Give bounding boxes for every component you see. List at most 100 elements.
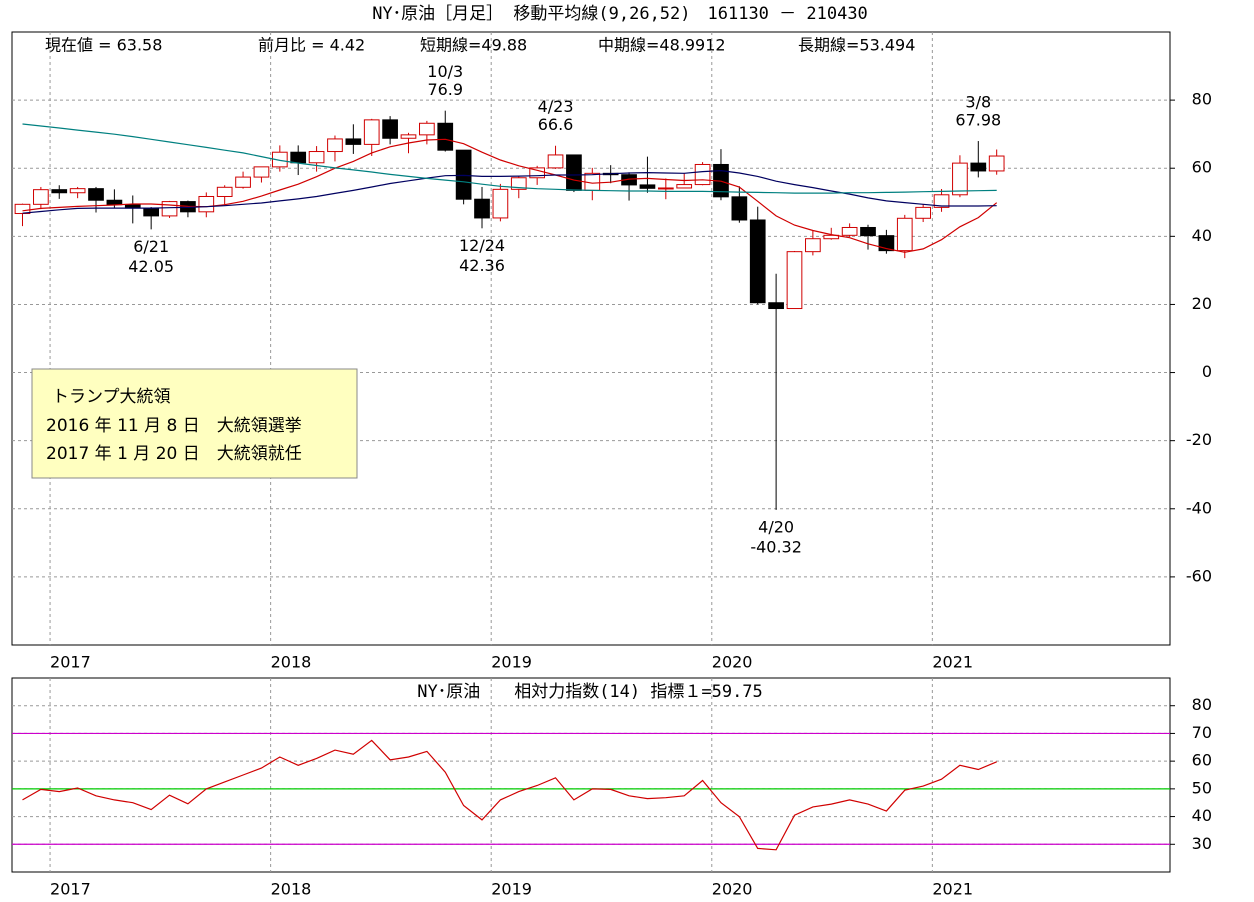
y-tick-label: 70 bbox=[1192, 723, 1212, 742]
annotation-date: 4/23 bbox=[538, 97, 574, 116]
series-line bbox=[22, 169, 997, 214]
candle-body bbox=[731, 196, 748, 221]
candle-body bbox=[308, 151, 325, 164]
y-tick-label: 80 bbox=[1192, 90, 1212, 109]
candle-body bbox=[363, 119, 380, 145]
candle-body bbox=[952, 162, 968, 196]
x-tick-label: 2021 bbox=[932, 880, 973, 899]
candle-body bbox=[639, 184, 656, 189]
x-tick-label: 2017 bbox=[50, 880, 91, 899]
candle-body bbox=[805, 238, 821, 253]
rsi-title: NY･原油 相対力指数(14) 指標１=59.75 bbox=[417, 682, 763, 702]
candle-body bbox=[51, 189, 68, 194]
y-tick-label: 60 bbox=[1192, 751, 1212, 770]
candle-body bbox=[547, 154, 564, 169]
candle-body bbox=[474, 198, 490, 219]
main-plot bbox=[12, 32, 1170, 645]
annotation-value: 42.05 bbox=[128, 257, 174, 276]
note-box: トランプ大統領 2016 年 11 月 8 日 大統領選挙 2017 年 1 月… bbox=[31, 368, 358, 479]
candle-body bbox=[878, 235, 895, 252]
candle-body bbox=[198, 195, 215, 213]
candle-body bbox=[492, 188, 509, 219]
candle-body bbox=[768, 302, 784, 310]
candle-body bbox=[437, 122, 454, 151]
candle-body bbox=[14, 203, 31, 215]
y-tick-label: 40 bbox=[1192, 226, 1212, 245]
info: 現在値 = 63.58 bbox=[45, 36, 162, 55]
candle-body bbox=[419, 122, 435, 136]
y-tick-label: -40 bbox=[1186, 498, 1212, 517]
rsi-frame bbox=[11, 677, 1171, 873]
info: 長期線=53.494 bbox=[798, 36, 915, 55]
x-tick-label: 2017 bbox=[50, 653, 91, 672]
y-tick-label: -20 bbox=[1186, 430, 1212, 449]
candle-body bbox=[529, 167, 546, 179]
candle-body bbox=[382, 119, 398, 139]
candle-body bbox=[143, 207, 160, 217]
y-tick-label: -60 bbox=[1186, 566, 1212, 585]
candle-body bbox=[676, 184, 693, 189]
candle-body bbox=[290, 151, 307, 164]
candle-body bbox=[345, 138, 362, 145]
candle-body bbox=[88, 188, 104, 201]
candle-body bbox=[657, 187, 674, 190]
candle-body bbox=[933, 194, 950, 208]
candle-body bbox=[455, 149, 472, 200]
y-tick-label: 20 bbox=[1192, 294, 1212, 313]
candle-body bbox=[69, 188, 86, 194]
annotation-value: 66.6 bbox=[538, 115, 574, 134]
rsi-plot bbox=[12, 678, 1170, 872]
x-tick-label: 2019 bbox=[491, 653, 532, 672]
candle-body bbox=[896, 217, 913, 252]
candle-body bbox=[786, 251, 803, 310]
main-frame bbox=[11, 31, 1171, 646]
info: 短期線=49.88 bbox=[420, 36, 527, 55]
candle-body bbox=[823, 234, 840, 240]
candle-body bbox=[510, 177, 527, 190]
candle-body bbox=[235, 176, 251, 188]
x-tick-label: 2018 bbox=[271, 653, 312, 672]
x-tick-label: 2020 bbox=[712, 880, 753, 899]
note-line: トランプ大統領 bbox=[52, 387, 171, 407]
annotation-date: 12/24 bbox=[459, 236, 505, 255]
x-tick-label: 2019 bbox=[491, 880, 532, 899]
candle-body bbox=[749, 219, 766, 304]
info: 前月比 = 4.42 bbox=[258, 36, 365, 55]
x-tick-label: 2018 bbox=[271, 880, 312, 899]
y-tick-label: 80 bbox=[1192, 695, 1212, 714]
annotation-value: 42.36 bbox=[459, 256, 505, 275]
note-bg bbox=[31, 368, 358, 479]
y-tick-label: 40 bbox=[1192, 806, 1212, 825]
candle-body bbox=[271, 151, 288, 168]
note-line: 2016 年 11 月 8 日 大統領選挙 bbox=[46, 416, 302, 436]
candle-body bbox=[216, 186, 233, 197]
candle-body bbox=[253, 166, 270, 178]
annotation-date: 4/20 bbox=[758, 517, 794, 536]
chart-title: NY･原油［月足］ 移動平均線(9,26,52) 161130 － 210430 bbox=[372, 4, 868, 24]
candle-body bbox=[400, 134, 417, 139]
annotation-value: 67.98 bbox=[955, 111, 1001, 130]
annotation-date: 3/8 bbox=[965, 93, 991, 112]
annotation-value: 76.9 bbox=[427, 80, 463, 99]
candle-body bbox=[106, 199, 123, 206]
y-tick-label: 60 bbox=[1192, 158, 1212, 177]
candle-body bbox=[860, 226, 876, 237]
candle-body bbox=[33, 189, 49, 205]
candle-body bbox=[694, 163, 711, 186]
candle-body bbox=[161, 201, 178, 217]
candle-body bbox=[841, 226, 858, 236]
y-tick-label: 30 bbox=[1192, 834, 1212, 853]
info: 中期線=48.9912 bbox=[598, 36, 726, 55]
candle-body bbox=[566, 154, 582, 191]
y-tick-label: 0 bbox=[1202, 362, 1212, 381]
note-line: 2017 年 1 月 20 日 大統領就任 bbox=[46, 444, 302, 464]
series-line bbox=[22, 739, 997, 851]
series-line bbox=[22, 123, 997, 194]
annotation-date: 6/21 bbox=[133, 237, 169, 256]
candle-body bbox=[327, 138, 343, 153]
candle-body bbox=[988, 155, 1005, 172]
series-line bbox=[22, 138, 998, 253]
candle-body bbox=[915, 206, 932, 219]
